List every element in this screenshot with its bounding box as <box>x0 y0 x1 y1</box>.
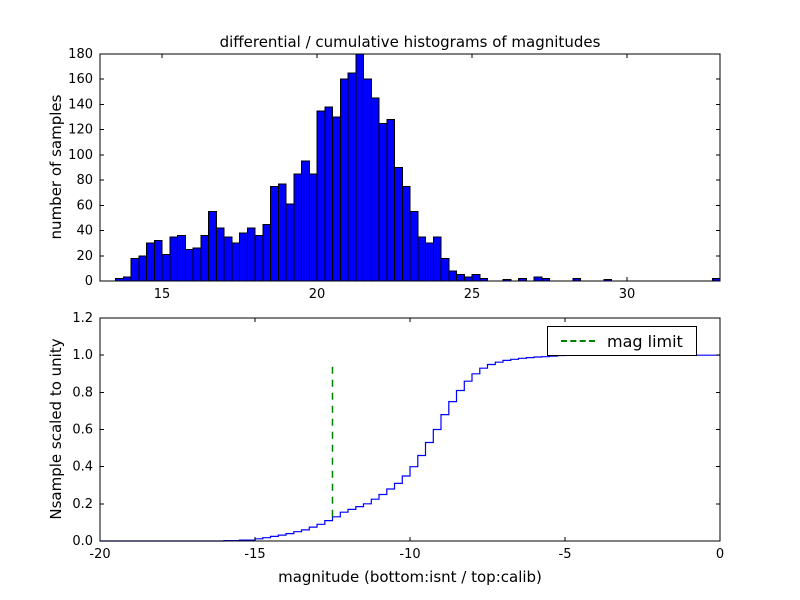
histogram-bar <box>262 223 272 282</box>
axes: -20 -15 -10 -5 0 0.0 0.2 0.4 0.6 0.8 1.0 1.2 <box>72 311 724 562</box>
histogram-bar <box>456 274 465 282</box>
histogram-bar <box>339 78 349 282</box>
histogram-bar <box>277 183 287 282</box>
histogram-bar <box>432 236 442 282</box>
tick-label: 140 <box>68 97 93 112</box>
histogram-bar <box>324 106 334 282</box>
histogram-bar <box>231 242 241 282</box>
tick-label: 0.4 <box>72 460 93 475</box>
tick-label: -10 <box>399 547 420 562</box>
histogram-bar <box>177 235 186 282</box>
histogram-bar <box>215 227 225 282</box>
histogram-bar <box>401 185 411 282</box>
histogram-bar <box>130 257 140 282</box>
histogram-bar <box>448 270 458 282</box>
histogram-bar <box>223 236 233 282</box>
histogram-bar <box>239 232 248 282</box>
tick-label: 20 <box>76 249 93 264</box>
histogram-bar <box>533 276 543 282</box>
cumulative-curve <box>100 354 720 542</box>
histogram-bar <box>122 276 132 282</box>
histogram-bars <box>115 53 721 282</box>
axes-frame <box>99 317 721 542</box>
histogram-bar <box>316 110 326 282</box>
histogram-bar <box>153 240 163 282</box>
tick-label: 0.6 <box>72 423 93 438</box>
histogram-bar <box>285 203 295 282</box>
histogram-bar <box>308 173 318 282</box>
histogram-bar <box>363 78 372 282</box>
histogram-bar <box>417 236 427 282</box>
tick-label: -20 <box>89 547 110 562</box>
tick-label: 180 <box>68 47 93 62</box>
tick-label: 120 <box>68 123 93 138</box>
histogram-bar <box>394 167 403 282</box>
histogram-bar <box>370 97 380 282</box>
tick-label: 30 <box>619 287 636 302</box>
legend-dashed-line-sample <box>561 340 595 342</box>
tick-label: 0.2 <box>72 497 93 512</box>
legend-label: mag limit <box>607 331 683 351</box>
tick-label: -5 <box>559 547 572 562</box>
bottom-ylabel: Nsample scaled to unity <box>47 338 65 520</box>
histogram-bar <box>301 160 310 282</box>
tick-label: 160 <box>68 72 93 87</box>
tick-label: 25 <box>464 287 481 302</box>
histogram-bar <box>355 53 365 282</box>
histogram-bar <box>440 257 450 282</box>
histogram-bar <box>184 249 194 282</box>
histogram-bar <box>192 247 202 282</box>
tick-label: 100 <box>68 148 93 163</box>
tick-label: 80 <box>76 173 93 188</box>
tick-label: 20 <box>309 287 326 302</box>
histogram-bar <box>463 276 473 282</box>
histogram-bar <box>425 242 434 282</box>
xlabel: magnitude (bottom:isnt / top:calib) <box>278 568 542 586</box>
tick-label: -15 <box>244 547 265 562</box>
axes-frame <box>99 53 721 282</box>
axes: 15 20 25 30 0 20 40 60 80 100 120 140 160 180 <box>68 47 721 302</box>
tick-label: 1.0 <box>72 348 93 363</box>
tick-label: 40 <box>76 224 93 239</box>
histogram-bar <box>161 254 171 282</box>
histogram-bar <box>254 235 264 282</box>
histogram-bar <box>146 242 155 282</box>
histogram-bar <box>386 119 396 282</box>
tick-label: 0 <box>716 547 724 562</box>
histogram-bar <box>332 116 341 282</box>
histogram-bar <box>138 255 148 282</box>
tick-label: 60 <box>76 198 93 213</box>
tick-label: 1.2 <box>72 311 93 326</box>
histogram-bar <box>270 185 279 282</box>
tick-label: 0.0 <box>72 534 93 549</box>
legend: mag limit <box>547 326 697 356</box>
histogram-bar <box>208 211 217 282</box>
histogram-bar <box>471 274 481 282</box>
histogram-bar <box>246 227 256 282</box>
histogram-bar <box>293 173 303 282</box>
tick-label: 0 <box>85 274 93 289</box>
tick-label: 15 <box>154 287 171 302</box>
histogram-bar <box>347 72 357 282</box>
histogram-bar <box>169 236 179 282</box>
histogram-bar <box>409 211 419 282</box>
tick-label: 0.8 <box>72 385 93 400</box>
top-ylabel: number of samples <box>47 94 65 240</box>
histogram-bar <box>378 122 388 282</box>
chart-title: differential / cumulative histograms of … <box>219 33 601 51</box>
histogram-bar <box>200 235 210 282</box>
